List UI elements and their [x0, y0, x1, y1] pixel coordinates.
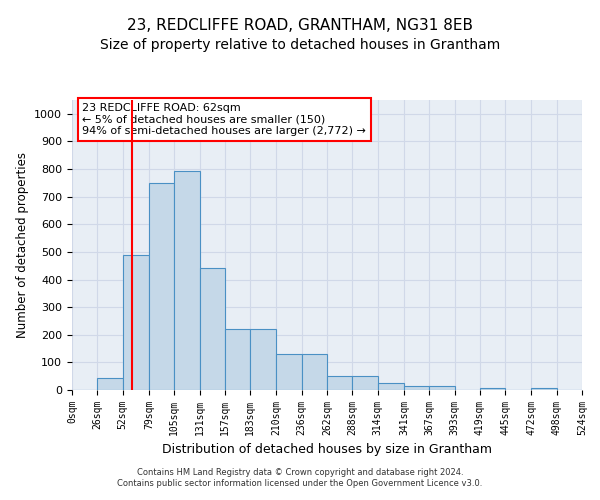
Bar	[174, 171, 200, 390]
Bar	[122, 256, 149, 390]
Bar	[302, 354, 327, 390]
Bar	[377, 382, 404, 390]
Bar	[277, 354, 302, 390]
Bar	[327, 376, 352, 390]
Bar	[199, 268, 225, 390]
Bar	[352, 376, 377, 390]
Bar	[250, 329, 277, 390]
Bar	[225, 329, 250, 390]
Bar	[97, 378, 122, 390]
Y-axis label: Number of detached properties: Number of detached properties	[16, 152, 29, 338]
Bar	[149, 183, 174, 390]
Text: Contains HM Land Registry data © Crown copyright and database right 2024.
Contai: Contains HM Land Registry data © Crown c…	[118, 468, 482, 487]
Bar	[532, 388, 557, 390]
Text: 23 REDCLIFFE ROAD: 62sqm
← 5% of detached houses are smaller (150)
94% of semi-d: 23 REDCLIFFE ROAD: 62sqm ← 5% of detache…	[82, 103, 366, 136]
Bar	[404, 386, 429, 390]
Bar	[429, 386, 455, 390]
X-axis label: Distribution of detached houses by size in Grantham: Distribution of detached houses by size …	[162, 444, 492, 456]
Text: 23, REDCLIFFE ROAD, GRANTHAM, NG31 8EB: 23, REDCLIFFE ROAD, GRANTHAM, NG31 8EB	[127, 18, 473, 32]
Text: Size of property relative to detached houses in Grantham: Size of property relative to detached ho…	[100, 38, 500, 52]
Bar	[480, 388, 505, 390]
